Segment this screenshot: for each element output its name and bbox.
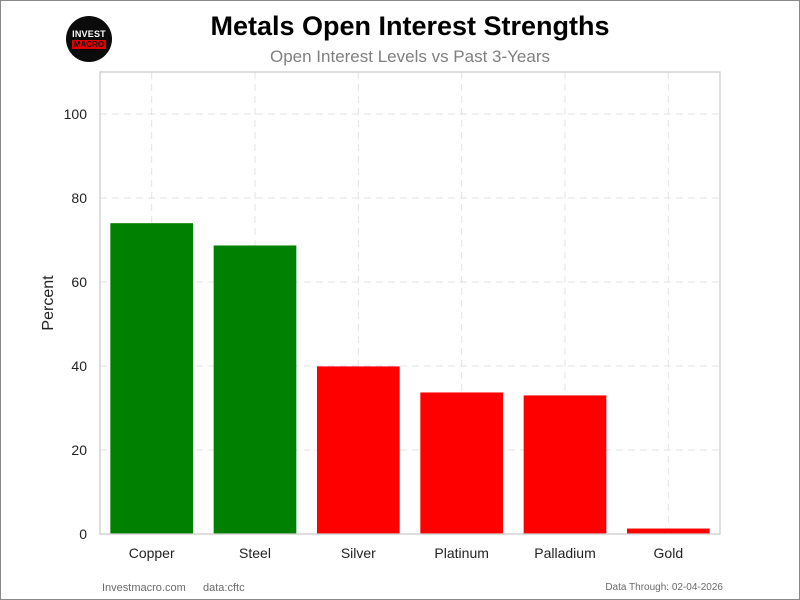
x-tick-label: Steel — [239, 545, 271, 561]
bar-copper — [110, 223, 193, 534]
chart-title: Metals Open Interest Strengths — [210, 11, 610, 41]
x-tick-label: Silver — [341, 545, 376, 561]
y-tick-label: 40 — [71, 358, 87, 374]
y-tick-label: 20 — [71, 442, 87, 458]
logo-line-1: INVEST — [72, 29, 106, 39]
bar-silver — [317, 366, 400, 534]
x-tick-label: Copper — [129, 545, 175, 561]
bar-palladium — [523, 395, 607, 534]
y-tick-labels: 0 20 40 60 80 100 — [64, 106, 88, 542]
y-tick-label: 60 — [71, 274, 87, 290]
bar-platinum — [420, 392, 503, 534]
bar-gold — [627, 528, 710, 534]
logo-line-2: MACRO — [71, 40, 107, 49]
y-axis-label: Percent — [40, 275, 57, 331]
footer-data-through: Data Through: 02-04-2026 — [605, 582, 723, 593]
y-tick-label: 80 — [71, 190, 87, 206]
y-tick-label: 100 — [64, 106, 88, 122]
bar-steel — [213, 245, 297, 534]
y-tick-label: 0 — [79, 526, 87, 542]
plot-area-border — [99, 71, 721, 535]
x-tick-label: Platinum — [434, 545, 488, 561]
chart-subtitle: Open Interest Levels vs Past 3-Years — [269, 47, 551, 66]
footer-source: data:cftc — [203, 582, 245, 594]
x-tick-label: Gold — [654, 545, 684, 561]
x-tick-labels: Copper Steel Silver Platinum Palladium Gold — [129, 545, 683, 561]
investmacro-logo: INVEST MACRO — [66, 16, 112, 62]
bars — [110, 223, 710, 534]
x-tick-label: Palladium — [534, 545, 595, 561]
footer-site: Investmacro.com — [102, 582, 186, 594]
